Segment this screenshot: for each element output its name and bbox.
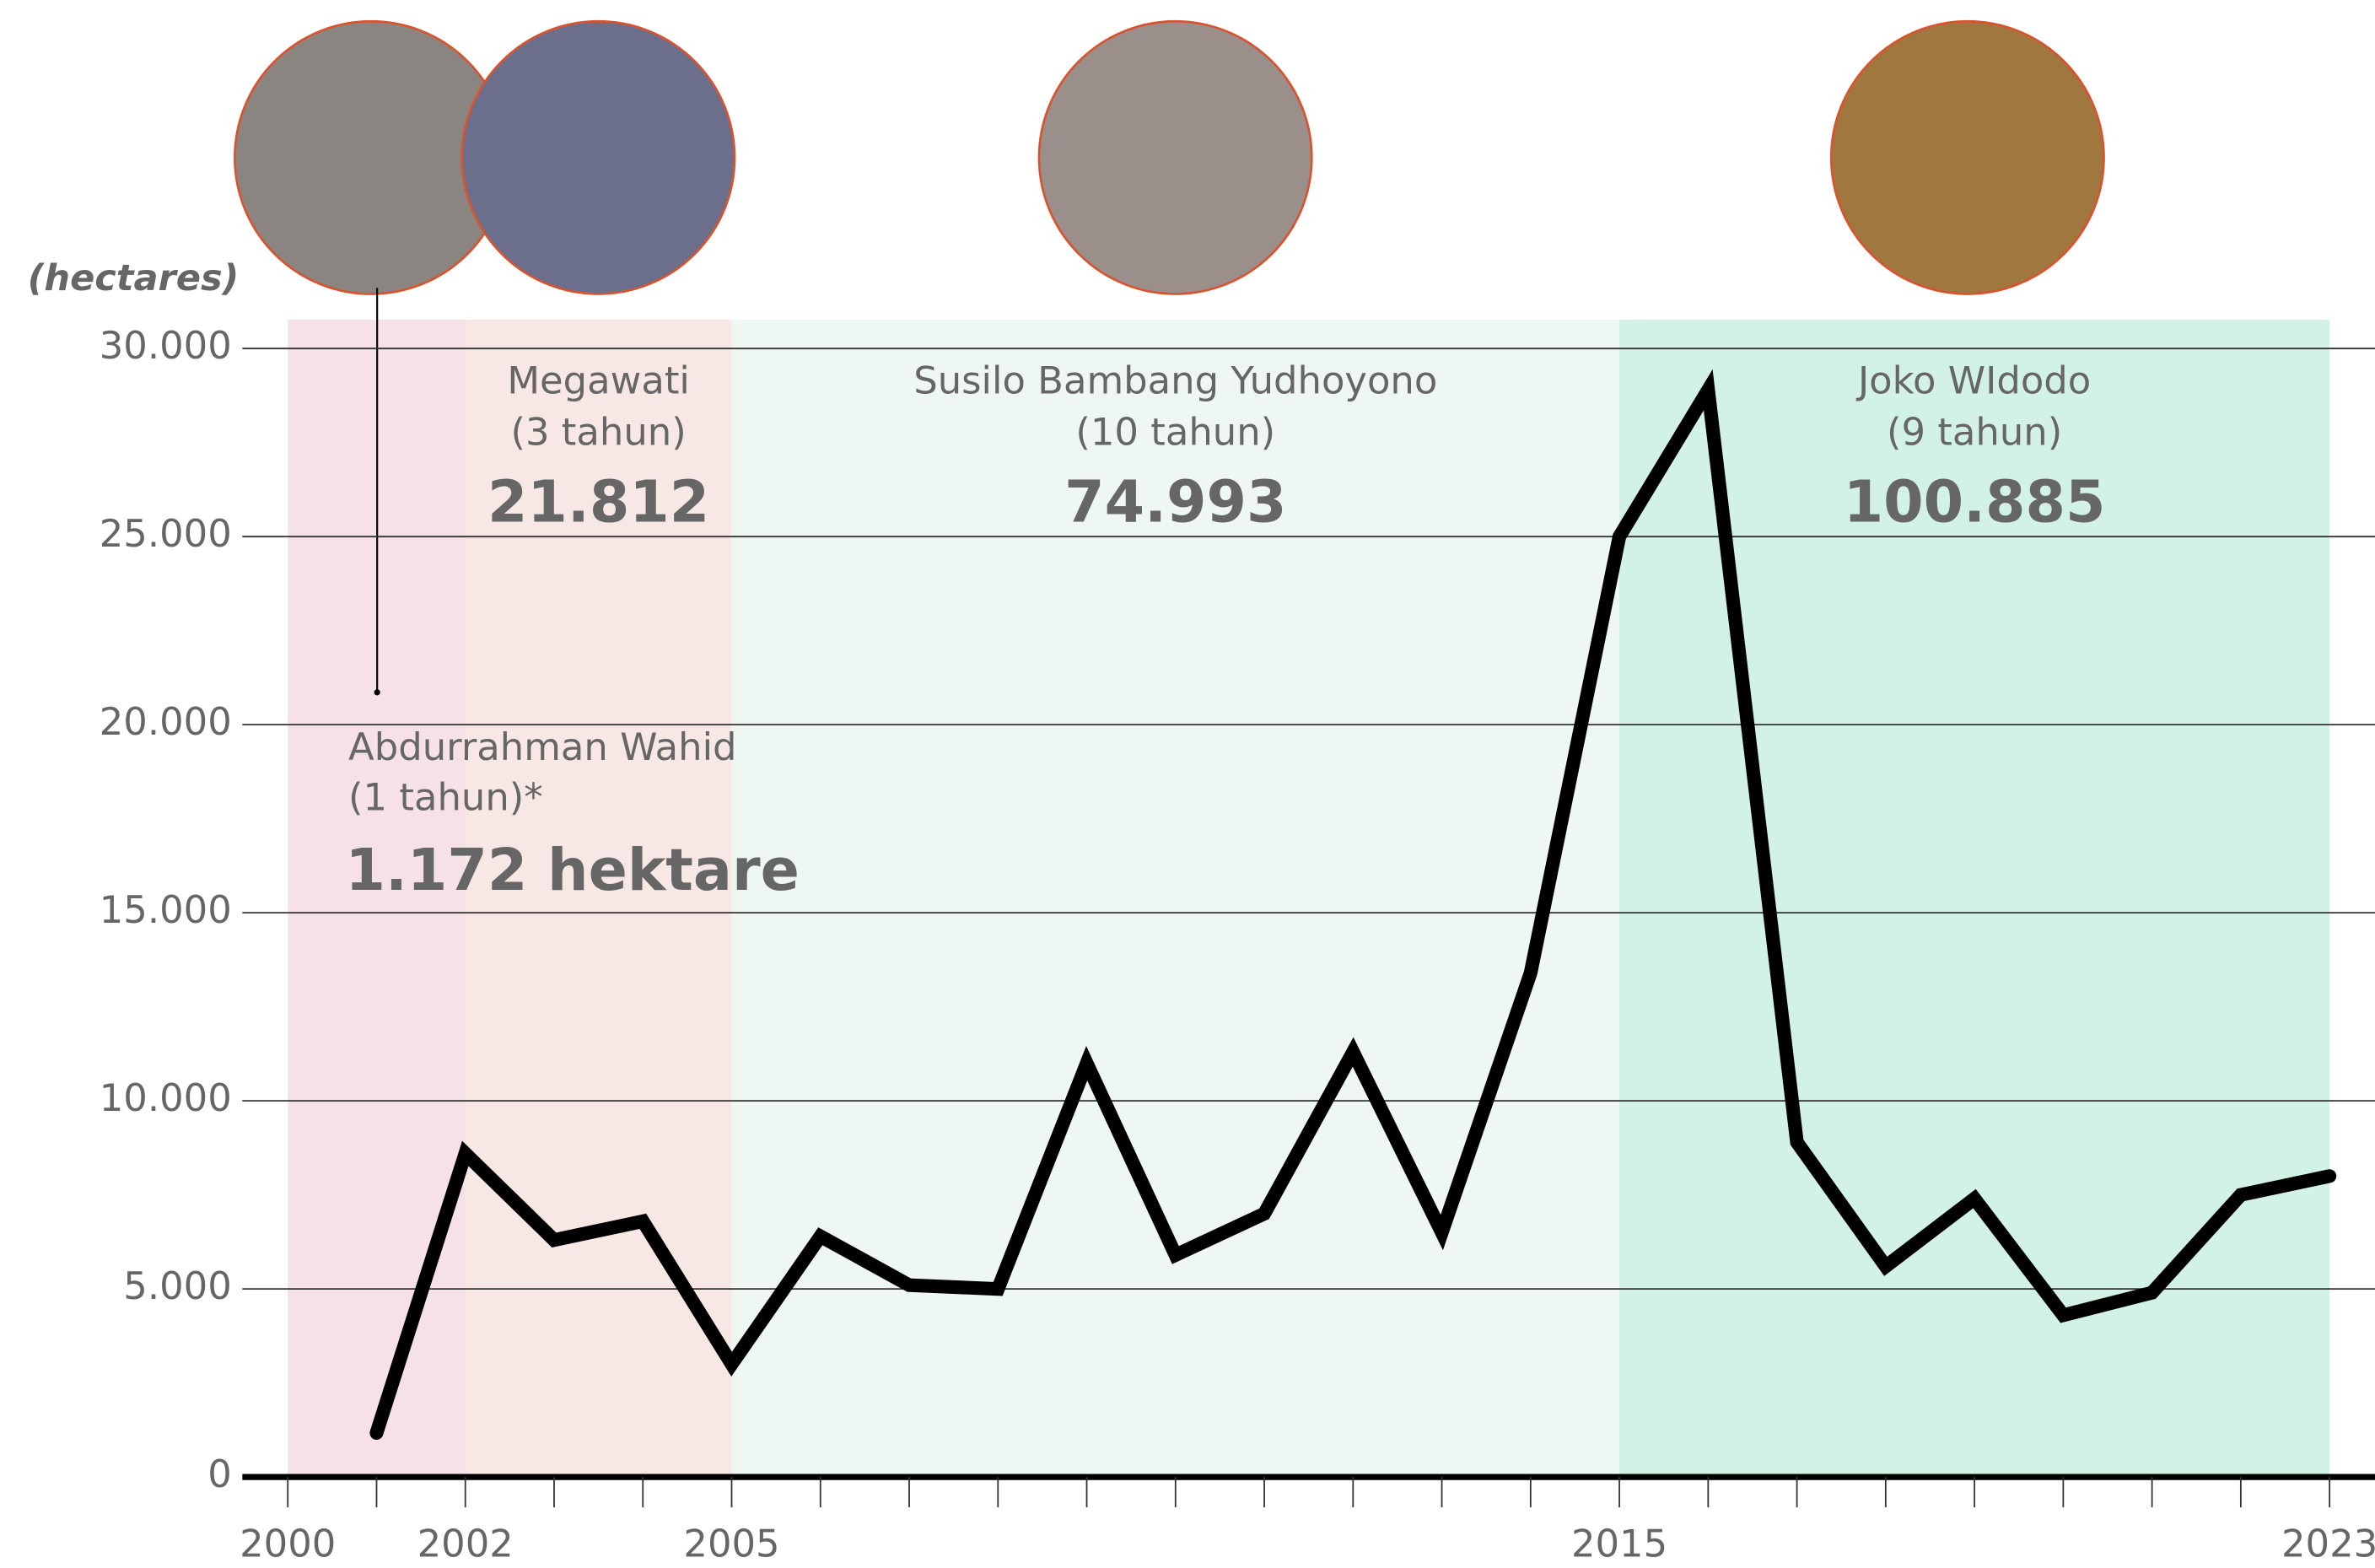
era-term: (1 tahun)*: [348, 774, 543, 819]
era-name: Susilo Bambang Yudhoyono: [913, 358, 1437, 402]
y-axis-label: (hectares): [28, 257, 240, 299]
leader-dot: [374, 689, 380, 695]
era-total: 100.885: [1844, 469, 2106, 536]
portrait-megawati: [462, 21, 735, 294]
era-total: 1.172 hektare: [345, 838, 799, 904]
era-total: 74.993: [1064, 469, 1286, 536]
x-tick-label: 2000: [240, 1522, 336, 1566]
portrait-jokowi: [1831, 21, 2103, 294]
page: {"chart_data": { "type": "line", "y_labe…: [0, 0, 2375, 1568]
era-term: (3 tahun): [510, 410, 686, 455]
era-term: (10 tahun): [1075, 410, 1275, 455]
y-tick-label: 25.000: [100, 511, 232, 556]
chart: (hectares) Abdurrahman Wahid (1 tahun)* 1.…: [0, 0, 2375, 1568]
era-term: (9 tahun): [1887, 410, 2062, 455]
x-tick-label: 2005: [683, 1522, 779, 1566]
era-name: Megawati: [507, 358, 690, 402]
era-name: Abdurrahman Wahid: [348, 725, 736, 769]
y-tick-label: 15.000: [100, 887, 232, 932]
y-tick-label: 10.000: [100, 1075, 232, 1120]
portrait-sby: [1039, 21, 1311, 294]
x-tick-label: 2023: [2281, 1522, 2375, 1566]
y-tick-label: 5.000: [123, 1264, 231, 1308]
era-total: 21.812: [487, 469, 709, 536]
y-tick-label: 0: [207, 1452, 232, 1496]
era-name: Joko WIdodo: [1855, 358, 2091, 402]
x-tick-label: 2002: [417, 1522, 514, 1566]
y-tick-label: 20.000: [100, 699, 232, 744]
x-tick-label: 2015: [1571, 1522, 1667, 1566]
y-tick-label: 30.000: [100, 323, 232, 368]
